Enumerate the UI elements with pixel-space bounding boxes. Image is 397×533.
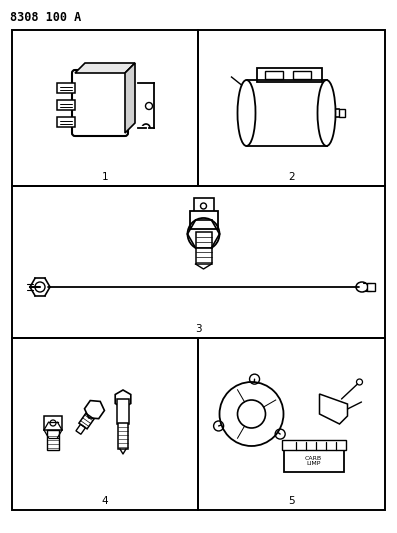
Text: CARB
LIMP: CARB LIMP	[305, 456, 322, 466]
Bar	[198, 338, 385, 510]
Bar	[293, 71, 310, 79]
Text: 2: 2	[288, 172, 295, 182]
Text: 4: 4	[102, 496, 108, 506]
Bar	[12, 338, 198, 510]
Polygon shape	[125, 63, 135, 133]
Text: 8308 100 A: 8308 100 A	[10, 11, 81, 24]
Bar	[198, 30, 385, 186]
Bar	[195, 232, 212, 264]
Bar	[57, 100, 75, 110]
Bar	[47, 430, 59, 450]
Bar	[256, 68, 322, 82]
Bar	[189, 211, 218, 229]
Bar	[283, 450, 343, 472]
Bar	[57, 117, 75, 127]
Bar	[117, 399, 129, 424]
Bar	[339, 109, 345, 117]
Text: 3: 3	[195, 324, 202, 334]
Bar	[281, 440, 345, 450]
Bar	[367, 283, 375, 291]
Bar	[57, 83, 75, 93]
Ellipse shape	[318, 80, 335, 146]
Bar	[264, 71, 283, 79]
Bar	[118, 423, 128, 449]
Polygon shape	[75, 63, 135, 73]
Text: 1: 1	[102, 172, 108, 182]
Bar	[12, 30, 198, 186]
Bar	[12, 186, 385, 338]
Text: 5: 5	[288, 496, 295, 506]
FancyBboxPatch shape	[72, 70, 128, 136]
Bar	[44, 416, 62, 430]
Bar	[193, 198, 214, 212]
